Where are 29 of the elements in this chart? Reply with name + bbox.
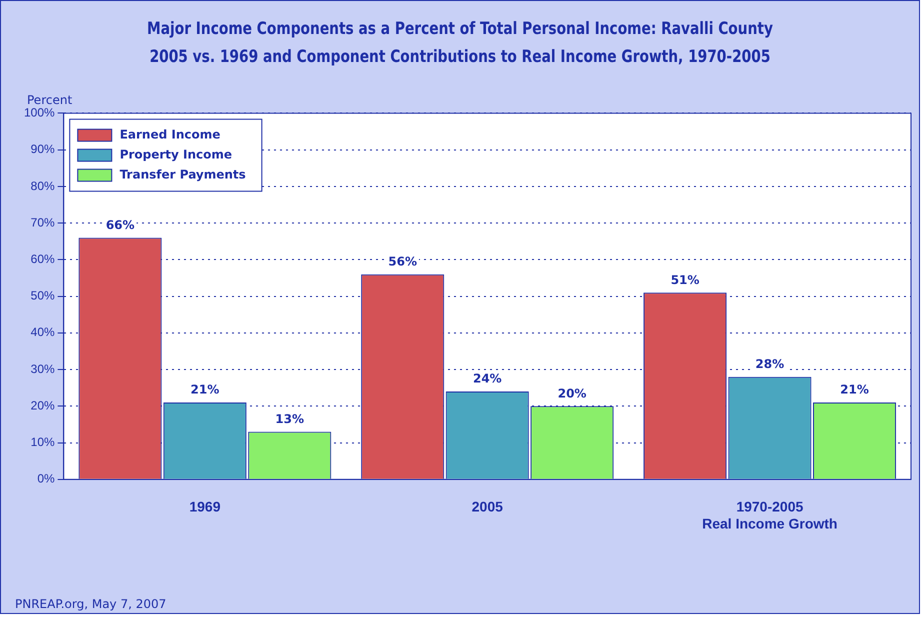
legend-label: Property Income — [120, 147, 232, 162]
y-tick-label: 0% — [37, 472, 56, 486]
text: PNREAP.org, May 7, 2007 — [15, 597, 166, 611]
y-tick-label: 20% — [30, 398, 56, 412]
x-tick-label: 1970-2005 Real Income Growth — [702, 498, 838, 532]
legend-label: Transfer Payments — [120, 167, 246, 182]
y-tick-label: 40% — [30, 325, 56, 340]
y-tick-label: 50% — [30, 288, 56, 303]
y-tick-label: 70% — [30, 215, 56, 230]
y-tick-label: 80% — [30, 178, 56, 193]
data-label: 66% — [106, 218, 135, 232]
data-label: 24% — [472, 372, 502, 386]
y-tick-label: 30% — [30, 362, 56, 376]
chart-title: Major Income Components as a Percent of Total Personal Income: Ravalli County 2005 vs. 1969 and Component Contributions to Real Income Growth, 1970-2005 — [146, 18, 774, 69]
x-tick-label: 1969 — [189, 498, 221, 515]
data-label: 56% — [388, 254, 417, 268]
data-label: 13% — [275, 412, 304, 426]
data-label: 20% — [558, 386, 586, 400]
y-tick-label: 60% — [30, 252, 56, 266]
y-tick-label: 100% — [24, 106, 56, 120]
data-label: 51% — [670, 272, 700, 287]
data-label: 21% — [840, 382, 869, 397]
data-label: 28% — [755, 356, 784, 371]
legend-label: Earned Income — [120, 127, 220, 142]
y-axis-title: Percent — [27, 93, 72, 107]
y-tick-label: 10% — [30, 435, 56, 450]
x-tick-label: 2005 — [472, 498, 504, 515]
data-label: 21% — [190, 382, 220, 397]
y-tick-label: 90% — [30, 142, 56, 156]
